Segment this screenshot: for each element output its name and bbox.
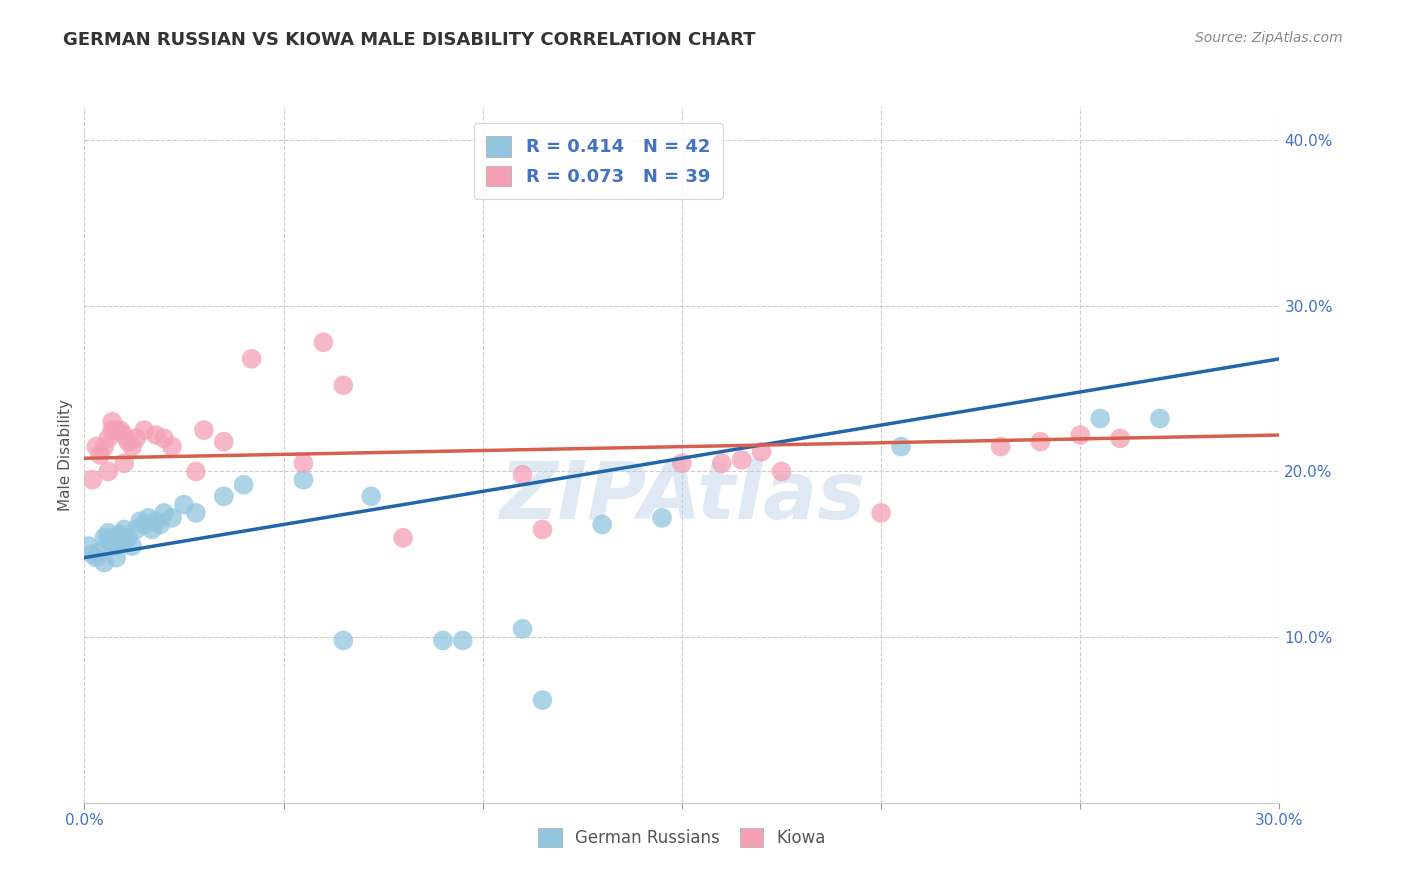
Y-axis label: Male Disability: Male Disability xyxy=(58,399,73,511)
Point xyxy=(240,351,263,366)
Point xyxy=(160,440,183,454)
Point xyxy=(392,531,415,545)
Point xyxy=(332,633,354,648)
Point xyxy=(160,511,183,525)
Point xyxy=(990,440,1012,454)
Point xyxy=(432,633,454,648)
Point xyxy=(212,489,235,503)
Point xyxy=(212,434,235,449)
Point xyxy=(101,415,124,429)
Point xyxy=(651,511,673,525)
Point xyxy=(121,539,143,553)
Point xyxy=(1109,431,1132,445)
Point xyxy=(117,531,139,545)
Point xyxy=(1069,428,1091,442)
Point xyxy=(97,431,120,445)
Point xyxy=(531,523,554,537)
Point xyxy=(110,423,132,437)
Point xyxy=(153,506,176,520)
Point xyxy=(451,633,474,648)
Point xyxy=(97,525,120,540)
Point xyxy=(93,440,115,454)
Point xyxy=(312,335,335,350)
Point xyxy=(512,467,534,482)
Point xyxy=(97,534,120,549)
Point xyxy=(101,539,124,553)
Point xyxy=(101,423,124,437)
Point xyxy=(125,431,148,445)
Point xyxy=(117,434,139,449)
Point xyxy=(105,423,128,437)
Text: Source: ZipAtlas.com: Source: ZipAtlas.com xyxy=(1195,31,1343,45)
Point xyxy=(112,534,135,549)
Point xyxy=(332,378,354,392)
Point xyxy=(145,428,167,442)
Point xyxy=(89,544,111,558)
Point xyxy=(870,506,893,520)
Point xyxy=(82,473,104,487)
Point xyxy=(145,514,167,528)
Point xyxy=(77,539,100,553)
Point xyxy=(93,556,115,570)
Point xyxy=(132,423,156,437)
Point xyxy=(129,514,152,528)
Point xyxy=(770,465,793,479)
Point xyxy=(86,440,108,454)
Legend: German Russians, Kiowa: German Russians, Kiowa xyxy=(531,821,832,854)
Point xyxy=(731,453,754,467)
Point xyxy=(710,456,733,470)
Point xyxy=(89,448,111,462)
Point xyxy=(141,523,163,537)
Point xyxy=(1149,411,1171,425)
Point xyxy=(93,531,115,545)
Text: GERMAN RUSSIAN VS KIOWA MALE DISABILITY CORRELATION CHART: GERMAN RUSSIAN VS KIOWA MALE DISABILITY … xyxy=(63,31,756,49)
Point xyxy=(105,539,128,553)
Point xyxy=(671,456,693,470)
Point xyxy=(292,456,315,470)
Point xyxy=(112,523,135,537)
Point xyxy=(292,473,315,487)
Point xyxy=(751,444,773,458)
Point xyxy=(591,517,613,532)
Text: ZIPAtlas: ZIPAtlas xyxy=(499,458,865,536)
Point xyxy=(121,440,143,454)
Point xyxy=(1029,434,1052,449)
Point xyxy=(512,622,534,636)
Point xyxy=(136,511,159,525)
Point xyxy=(112,456,135,470)
Point xyxy=(173,498,195,512)
Point xyxy=(153,431,176,445)
Point xyxy=(86,550,108,565)
Point xyxy=(149,517,172,532)
Point xyxy=(101,531,124,545)
Point xyxy=(110,527,132,541)
Point xyxy=(97,465,120,479)
Point xyxy=(132,517,156,532)
Point xyxy=(360,489,382,503)
Point xyxy=(193,423,215,437)
Point xyxy=(890,440,912,454)
Point xyxy=(105,550,128,565)
Point xyxy=(1090,411,1112,425)
Point xyxy=(184,465,207,479)
Point xyxy=(125,523,148,537)
Point xyxy=(531,693,554,707)
Point xyxy=(82,547,104,561)
Point xyxy=(184,506,207,520)
Point xyxy=(232,477,254,491)
Point xyxy=(112,428,135,442)
